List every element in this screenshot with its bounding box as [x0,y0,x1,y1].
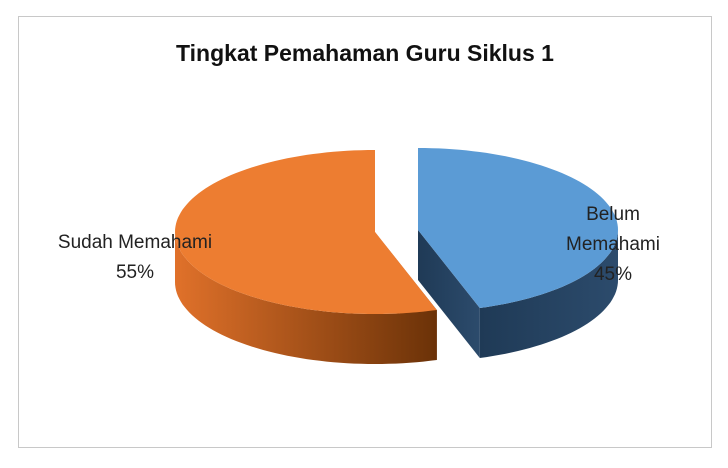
chart-title: Tingkat Pemahaman Guru Siklus 1 [176,40,554,66]
slice [418,148,618,308]
value-label: 55% [115,262,155,283]
category-label: Belum Memahami [566,204,660,255]
category-label: Sudah Memahami [57,232,213,253]
slice-wall [479,230,618,358]
data-label: Sudah Memahami 55% [40,228,230,288]
data-label: Belum Memahami 45% [558,200,668,290]
slice-side [418,230,480,358]
value-label: 45% [593,264,633,285]
slice-wall [175,232,437,364]
slice [175,150,437,314]
